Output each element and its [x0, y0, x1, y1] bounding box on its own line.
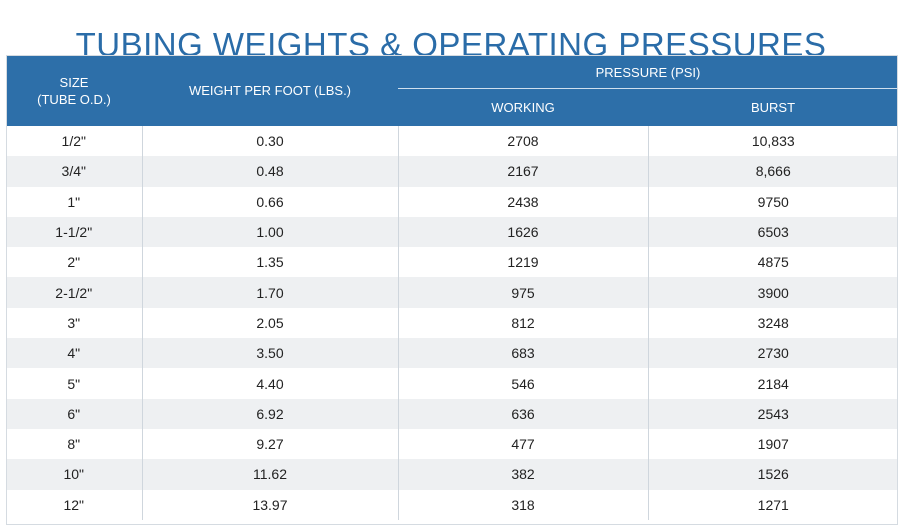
table-row: 2" 1.35 1219 4875: [6, 247, 898, 278]
header-size-line1: SIZE: [59, 74, 89, 90]
cell-working: 683: [397, 338, 648, 369]
cell-size: 12": [6, 489, 142, 520]
header-burst: BURST: [648, 89, 898, 126]
cell-weight: 4.40: [141, 368, 398, 399]
table-row: 1-1/2" 1.00 1626 6503: [6, 216, 898, 248]
cell-working: 477: [397, 428, 648, 460]
cell-burst: 3900: [647, 277, 898, 308]
cell-burst: 1907: [647, 428, 898, 460]
cell-weight: 13.97: [141, 489, 398, 520]
cell-size: 2-1/2": [6, 277, 142, 308]
cell-size: 1-1/2": [6, 216, 142, 248]
cell-weight: 0.30: [141, 126, 398, 157]
table-row: 3/4" 0.48 2167 8,666: [6, 156, 898, 187]
cell-burst: 4875: [647, 247, 898, 278]
cell-weight: 0.48: [141, 156, 398, 187]
cell-size: 1/2": [6, 126, 142, 157]
cell-burst: 2730: [647, 338, 898, 369]
table-row: 8" 9.27 477 1907: [6, 428, 898, 460]
cell-weight: 11.62: [141, 459, 398, 490]
cell-weight: 0.66: [141, 186, 398, 217]
table-row: 1" 0.66 2438 9750: [6, 186, 898, 217]
table-row: 6" 6.92 636 2543: [6, 398, 898, 429]
cell-burst: 3248: [647, 307, 898, 339]
cell-burst: 1526: [647, 459, 898, 490]
cell-burst: 2543: [647, 398, 898, 429]
cell-working: 975: [397, 277, 648, 308]
table-row: 1/2" 0.30 2708 10,833: [6, 126, 898, 157]
cell-size: 5": [6, 368, 142, 399]
cell-working: 2438: [397, 186, 648, 217]
table-header: SIZE (TUBE O.D.) WEIGHT PER FOOT (LBS.) …: [6, 55, 898, 126]
cell-working: 382: [397, 459, 648, 490]
cell-size: 3": [6, 307, 142, 339]
cell-weight: 1.70: [141, 277, 398, 308]
cell-working: 1626: [397, 216, 648, 248]
header-size: SIZE (TUBE O.D.): [6, 55, 142, 126]
header-weight: WEIGHT PER FOOT (LBS.): [142, 55, 398, 126]
table-row: 4" 3.50 683 2730: [6, 338, 898, 369]
cell-weight: 1.00: [141, 216, 398, 248]
cell-burst: 8,666: [647, 156, 898, 187]
cell-size: 3/4": [6, 156, 142, 187]
cell-weight: 9.27: [141, 428, 398, 460]
cell-weight: 1.35: [141, 247, 398, 278]
cell-size: 6": [6, 398, 142, 429]
table-row: 3" 2.05 812 3248: [6, 307, 898, 339]
cell-working: 2167: [397, 156, 648, 187]
cell-burst: 10,833: [647, 126, 898, 157]
header-working: WORKING: [398, 89, 648, 126]
cell-size: 10": [6, 459, 142, 490]
cell-size: 8": [6, 428, 142, 460]
cell-burst: 2184: [647, 368, 898, 399]
cell-size: 4": [6, 338, 142, 369]
cell-size: 2": [6, 247, 142, 278]
cell-weight: 2.05: [141, 307, 398, 339]
tubing-specs-table: SIZE (TUBE O.D.) WEIGHT PER FOOT (LBS.) …: [6, 55, 898, 520]
table-row: 12" 13.97 318 1271: [6, 489, 898, 520]
cell-working: 546: [397, 368, 648, 399]
table-row: 10" 11.62 382 1526: [6, 459, 898, 490]
cell-burst: 1271: [647, 489, 898, 520]
table-row: 2-1/2" 1.70 975 3900: [6, 277, 898, 308]
cell-size: 1": [6, 186, 142, 217]
cell-burst: 6503: [647, 216, 898, 248]
table-body: 1/2" 0.30 2708 10,833 3/4" 0.48 2167 8,666 1" 0.6…: [6, 126, 898, 520]
header-pressure: PRESSURE (PSI): [398, 55, 898, 89]
cell-working: 636: [397, 398, 648, 429]
header-size-line2: (TUBE O.D.): [37, 91, 111, 107]
cell-working: 2708: [397, 126, 648, 157]
cell-working: 812: [397, 307, 648, 339]
cell-weight: 3.50: [141, 338, 398, 369]
cell-working: 318: [397, 489, 648, 520]
cell-burst: 9750: [647, 186, 898, 217]
cell-weight: 6.92: [141, 398, 398, 429]
table-row: 5" 4.40 546 2184: [6, 368, 898, 399]
cell-working: 1219: [397, 247, 648, 278]
